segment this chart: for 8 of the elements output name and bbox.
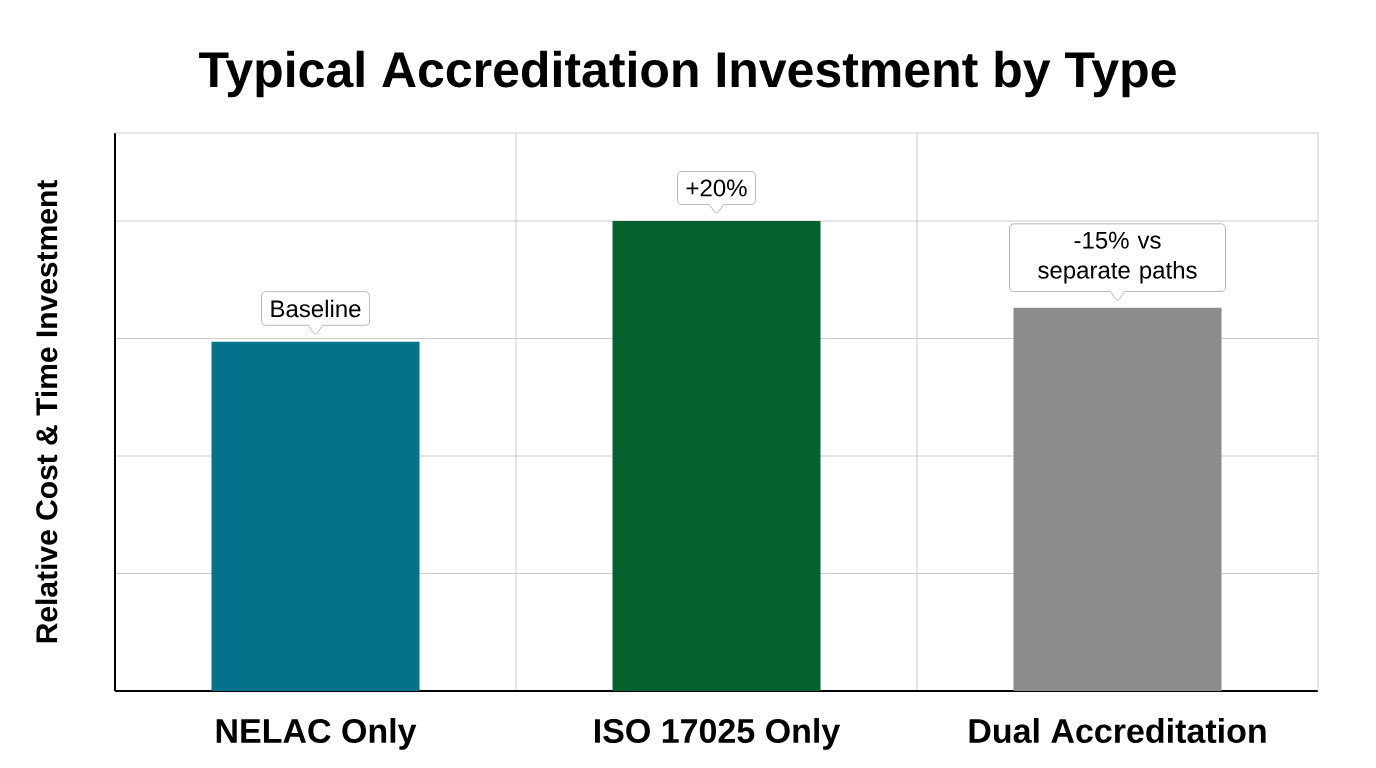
x-tick-label: ISO 17025 Only bbox=[595, 718, 841, 750]
annotation: +20% bbox=[686, 179, 747, 197]
chart-title: Typical Accreditation Investment by Type bbox=[199, 50, 1176, 98]
annotation: -15% vs separate paths bbox=[1038, 231, 1197, 284]
annotation: Baseline bbox=[271, 299, 361, 318]
x-tick-label: Dual Accreditation bbox=[969, 718, 1266, 744]
y-axis-title: Relative Cost & Time Investment bbox=[35, 180, 58, 643]
x-tick-label: NELAC Only bbox=[216, 718, 417, 750]
